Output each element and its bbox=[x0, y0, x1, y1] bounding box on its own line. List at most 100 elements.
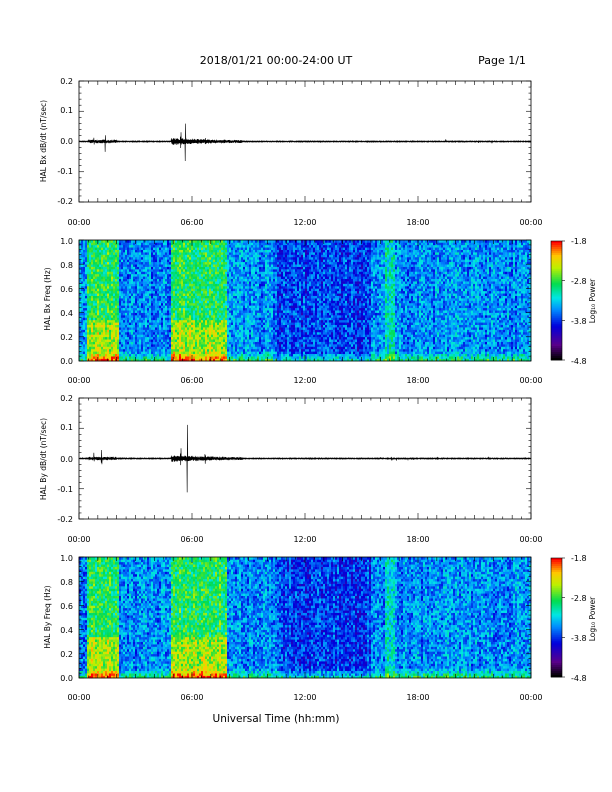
spectrogram-cell bbox=[117, 285, 120, 289]
spectrogram-cell bbox=[217, 256, 220, 260]
spectrogram-cell bbox=[117, 334, 120, 338]
spectrogram-cell bbox=[103, 353, 106, 357]
spectrogram-cell bbox=[157, 307, 160, 311]
spectrogram-cell bbox=[199, 290, 202, 294]
spectrogram-cell bbox=[233, 283, 236, 287]
spectrogram-cell bbox=[265, 266, 268, 270]
spectrogram-cell bbox=[163, 315, 166, 318]
spectrogram-cell bbox=[215, 261, 218, 265]
spectrogram-cell bbox=[237, 344, 240, 347]
spectrogram-cell bbox=[261, 247, 264, 250]
spectrogram-cell bbox=[243, 331, 246, 335]
spectrogram-cell bbox=[175, 336, 178, 340]
spectrogram-cell bbox=[263, 317, 266, 321]
spectrogram-cell bbox=[193, 339, 196, 342]
spectrogram-cell bbox=[205, 273, 208, 277]
spectrogram-cell bbox=[255, 317, 258, 321]
spectrogram-cell bbox=[269, 329, 272, 333]
spectrogram-cell bbox=[163, 317, 166, 321]
spectrogram-cell bbox=[105, 315, 108, 318]
spectrogram-cell bbox=[261, 331, 264, 335]
spectrogram-cell bbox=[159, 300, 162, 304]
spectrogram-cell bbox=[93, 329, 96, 333]
spectrogram-cell bbox=[87, 283, 90, 287]
spectrogram-cell bbox=[183, 312, 186, 316]
spectrogram-cell bbox=[213, 356, 216, 359]
spectrogram-cell bbox=[209, 322, 212, 325]
spectrogram-cell bbox=[267, 283, 270, 287]
spectrogram-cell bbox=[115, 305, 118, 309]
spectrogram-cell bbox=[103, 324, 106, 328]
spectrogram-cell bbox=[179, 358, 182, 362]
spectrogram-cell bbox=[181, 356, 184, 359]
spectrogram-cell bbox=[135, 271, 138, 275]
spectrogram-cell bbox=[149, 244, 152, 248]
spectrogram-cell bbox=[259, 249, 262, 253]
spectrogram-cell bbox=[223, 242, 226, 246]
spectrogram-cell bbox=[147, 264, 150, 267]
spectrogram-cell bbox=[169, 269, 172, 272]
spectrogram-cell bbox=[105, 240, 108, 243]
spectrogram-cell bbox=[237, 266, 240, 270]
spectrogram-cell bbox=[241, 305, 244, 309]
spectrogram-cell bbox=[207, 324, 210, 328]
spectrogram-cell bbox=[259, 273, 262, 277]
spectrogram-cell bbox=[97, 298, 100, 301]
spectrogram-cell bbox=[141, 256, 144, 260]
spectrogram-cell bbox=[271, 356, 274, 359]
spectrogram-cell bbox=[121, 278, 124, 282]
spectrogram-cell bbox=[185, 240, 188, 243]
spectrogram-cell bbox=[267, 285, 270, 289]
spectrogram-cell bbox=[247, 242, 250, 246]
spectrogram-cell bbox=[85, 252, 88, 255]
spectrogram-cell bbox=[155, 327, 158, 330]
spectrogram-cell bbox=[99, 334, 102, 338]
spectrogram-cell bbox=[227, 290, 230, 294]
spectrogram-cell bbox=[237, 271, 240, 275]
spectrogram-cell bbox=[243, 300, 246, 304]
spectrogram-cell bbox=[187, 298, 190, 301]
spectrogram-cell bbox=[157, 276, 160, 280]
spectrogram-cell bbox=[211, 341, 214, 345]
spectrogram-cell bbox=[93, 276, 96, 280]
spectrogram-cell bbox=[197, 293, 200, 296]
spectrogram-cell bbox=[165, 341, 168, 345]
spectrogram-cell bbox=[141, 240, 144, 243]
spectrogram-cell bbox=[101, 254, 104, 258]
spectrogram-cell bbox=[185, 244, 188, 248]
spectrogram-cell bbox=[89, 344, 92, 347]
spectrogram-cell bbox=[253, 259, 256, 263]
spectrogram-cell bbox=[241, 247, 244, 250]
spectrogram-cell bbox=[97, 252, 100, 255]
spectrogram-cell bbox=[169, 346, 172, 350]
spectrogram-cell bbox=[249, 266, 252, 270]
spectrogram-cell bbox=[107, 288, 110, 292]
spectrogram-cell bbox=[251, 302, 254, 306]
spectrogram-cell bbox=[105, 319, 108, 323]
spectrogram-cell bbox=[127, 249, 130, 253]
spectrogram-cell bbox=[253, 295, 256, 299]
spectrogram-cell bbox=[227, 300, 230, 304]
spectrogram-cell bbox=[85, 269, 88, 272]
spectrogram-cell bbox=[227, 329, 230, 333]
spectrogram-cell bbox=[197, 244, 200, 248]
spectrogram-cell bbox=[115, 240, 118, 243]
spectrogram-cell bbox=[225, 285, 228, 289]
spectrogram-cell bbox=[251, 276, 254, 280]
spectrogram-cell bbox=[257, 295, 260, 299]
spectrogram-cell bbox=[151, 242, 154, 246]
spectrogram-cell bbox=[211, 295, 214, 299]
spectrogram-cell bbox=[173, 290, 176, 294]
spectrogram-cell bbox=[253, 256, 256, 260]
spectrogram-cell bbox=[233, 336, 236, 340]
spectrogram-cell bbox=[109, 346, 112, 350]
spectrogram-cell bbox=[227, 264, 230, 267]
spectrogram-cell bbox=[111, 310, 114, 313]
spectrogram-cell bbox=[271, 283, 274, 287]
spectrogram-cell bbox=[109, 302, 112, 306]
spectrogram-cell bbox=[251, 339, 254, 342]
spectrogram-cell bbox=[247, 256, 250, 260]
spectrogram-cell bbox=[145, 305, 148, 309]
spectrogram-cell bbox=[79, 240, 82, 243]
spectrogram-cell bbox=[91, 283, 94, 287]
